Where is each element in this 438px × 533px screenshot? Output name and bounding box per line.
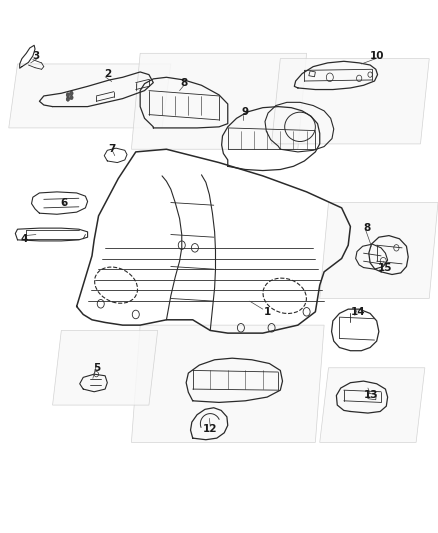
Polygon shape — [53, 330, 158, 405]
Text: 2: 2 — [104, 69, 111, 78]
Circle shape — [66, 93, 70, 97]
Text: 14: 14 — [351, 307, 366, 317]
Text: 8: 8 — [180, 78, 187, 87]
Circle shape — [70, 95, 73, 100]
Polygon shape — [320, 203, 438, 298]
Text: 9: 9 — [242, 107, 249, 117]
Text: 1: 1 — [264, 307, 271, 317]
Text: 12: 12 — [203, 424, 218, 434]
Text: 5: 5 — [93, 363, 100, 373]
Text: 6: 6 — [60, 198, 67, 207]
Text: 13: 13 — [364, 391, 379, 400]
Text: 8: 8 — [364, 223, 371, 233]
Polygon shape — [131, 325, 324, 442]
Polygon shape — [9, 64, 171, 128]
Text: 7: 7 — [108, 144, 115, 154]
Text: 3: 3 — [32, 51, 39, 61]
Polygon shape — [131, 53, 307, 149]
Text: 10: 10 — [369, 51, 384, 61]
Polygon shape — [320, 368, 425, 442]
Circle shape — [66, 97, 70, 101]
Polygon shape — [272, 59, 429, 144]
Text: 4: 4 — [21, 234, 28, 244]
Text: 15: 15 — [378, 263, 393, 272]
Circle shape — [70, 91, 73, 95]
